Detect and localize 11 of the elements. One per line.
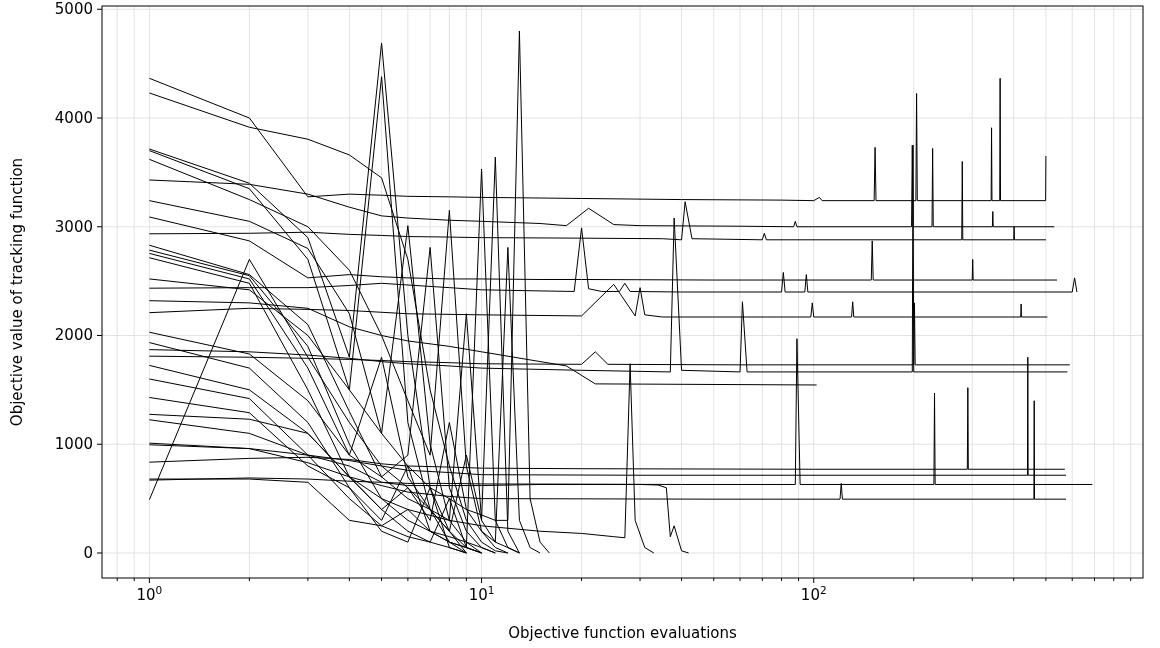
- y-tick-label: 4000: [54, 109, 93, 128]
- y-tick-label: 0: [83, 543, 93, 562]
- y-tick-label: 3000: [54, 217, 93, 236]
- y-tick-label: 1000: [54, 435, 93, 454]
- x-tick-label: 10$^{0}$: [136, 584, 163, 604]
- x-tick-label: 10$^{2}$: [800, 584, 827, 604]
- y-tick-label: 5000: [54, 0, 93, 19]
- x-axis-title: Objective function evaluations: [508, 624, 737, 642]
- y-axis-title: Objective value of tracking function: [8, 157, 26, 427]
- y-tick-label: 2000: [54, 326, 93, 345]
- x-tick-label: 10$^{1}$: [468, 584, 495, 604]
